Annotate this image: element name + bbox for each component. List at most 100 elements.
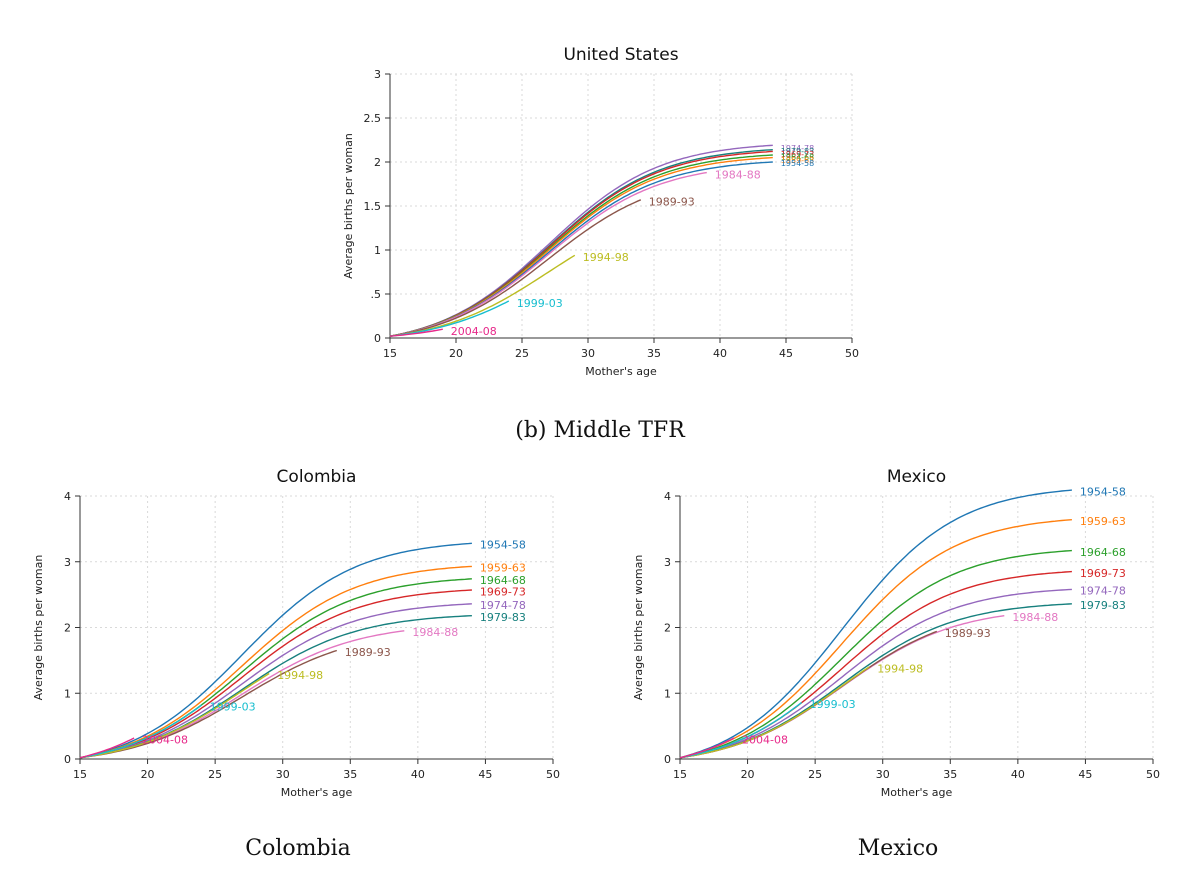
x-axis-label: Mother's age	[881, 786, 953, 799]
y-tick-label: 2	[374, 156, 381, 169]
series-line-1989-93	[79, 649, 338, 759]
series-label-1954-58: 1954-58	[480, 539, 526, 552]
series-label-1999-03: 1999-03	[517, 297, 563, 310]
series-label-1989-93: 1989-93	[649, 196, 695, 209]
section-caption: (b) Middle TFR	[515, 418, 685, 443]
y-tick-label: 2	[64, 622, 71, 635]
y-tick-label: .5	[371, 288, 382, 301]
series-label-1979-83: 1979-83	[1080, 599, 1126, 612]
series-line-1954-58	[389, 161, 773, 337]
series-label-1984-88: 1984-88	[412, 626, 458, 639]
x-tick-label: 20	[449, 347, 463, 360]
x-tick-label: 40	[1011, 768, 1025, 781]
series-label-1989-93: 1989-93	[945, 627, 991, 640]
y-tick-label: 0	[374, 332, 381, 345]
series-label-1994-98: 1994-98	[877, 662, 923, 675]
series-line-2004-08	[679, 737, 735, 759]
series-line-2004-08	[79, 737, 135, 759]
x-tick-label: 35	[647, 347, 661, 360]
x-tick-label: 25	[208, 768, 222, 781]
series-line-1999-03	[79, 704, 203, 759]
x-tick-label: 45	[779, 347, 793, 360]
series-line-1954-58	[79, 542, 472, 759]
y-tick-label: 1	[64, 687, 71, 700]
y-axis-label: Average births per woman	[342, 133, 355, 279]
y-tick-label: 3	[64, 556, 71, 569]
series-label-1979-83: 1979-83	[480, 611, 526, 624]
y-tick-label: 4	[64, 490, 71, 503]
series-label-1959-63: 1959-63	[480, 562, 526, 575]
series-label-1969-73: 1969-73	[781, 150, 814, 159]
series-line-1984-88	[389, 171, 707, 337]
series-label-1994-98: 1994-98	[277, 669, 323, 682]
chart-united-states: United States 15 20 25 30 35 40 45 50 0 .5 1 1.5 2 2.5…	[342, 45, 859, 378]
series-line-1954-58	[679, 489, 1072, 759]
y-tick-label: 1	[374, 244, 381, 257]
series-label-1954-58: 1954-58	[781, 159, 814, 168]
x-tick-label: 35	[943, 768, 957, 781]
x-tick-label: 25	[515, 347, 529, 360]
series-label-1979-83: 1979-83	[781, 147, 814, 156]
x-tick-label: 35	[343, 768, 357, 781]
series-label-1999-03: 1999-03	[810, 698, 856, 711]
x-tick-label: 15	[73, 768, 87, 781]
series-label-1959-63: 1959-63	[1080, 515, 1126, 528]
series-line-2004-08	[389, 328, 443, 337]
x-tick-label: 50	[546, 768, 560, 781]
y-tick-label: 3	[664, 556, 671, 569]
series-label-1964-68: 1964-68	[781, 153, 814, 162]
x-tick-label: 20	[741, 768, 755, 781]
x-tick-label: 50	[1146, 768, 1160, 781]
chart-title: Mexico	[887, 467, 946, 487]
x-tick-label: 15	[383, 347, 397, 360]
x-tick-label: 30	[581, 347, 595, 360]
x-axis-label: Mother's age	[585, 365, 657, 378]
series-label-1994-98: 1994-98	[583, 251, 629, 264]
series-label-1989-93: 1989-93	[345, 646, 391, 659]
y-axis-label: Average births per woman	[32, 555, 45, 701]
x-tick-label: 30	[876, 768, 890, 781]
y-tick-label: 1	[664, 687, 671, 700]
series-line-1959-63	[389, 156, 773, 337]
series-line-1994-98	[79, 672, 270, 759]
series-line-1964-68	[679, 549, 1072, 759]
series-line-1994-98	[679, 666, 870, 759]
y-tick-label: 4	[664, 490, 671, 503]
x-tick-label: 45	[478, 768, 492, 781]
x-tick-label: 15	[673, 768, 687, 781]
series-line-1974-78	[679, 588, 1072, 759]
series-line-1989-93	[389, 199, 642, 337]
y-tick-label: 0	[64, 753, 71, 766]
series-label-1969-73: 1969-73	[480, 585, 526, 598]
series-line-1969-73	[679, 570, 1072, 759]
series-label-2004-08: 2004-08	[451, 325, 497, 338]
series-line-1964-68	[389, 154, 773, 337]
x-tick-label: 20	[141, 768, 155, 781]
series-line-1959-63	[79, 565, 472, 759]
x-tick-label: 45	[1078, 768, 1092, 781]
series-label-2004-08: 2004-08	[142, 733, 188, 746]
x-tick-label: 25	[808, 768, 822, 781]
series-label-1999-03: 1999-03	[210, 700, 256, 713]
series-label-1964-68: 1964-68	[480, 574, 526, 587]
series-label-1984-88: 1984-88	[715, 168, 761, 181]
caption-mexico: Mexico	[857, 836, 939, 861]
y-tick-label: 2	[664, 622, 671, 635]
series-label-1954-58: 1954-58	[1080, 485, 1126, 498]
series-line-1999-03	[679, 701, 803, 759]
y-tick-label: 0	[664, 753, 671, 766]
x-tick-label: 40	[411, 768, 425, 781]
x-tick-label: 30	[276, 768, 290, 781]
series-label-1969-73: 1969-73	[1080, 567, 1126, 580]
chart-title: Colombia	[277, 467, 357, 487]
series-line-1969-73	[79, 589, 472, 759]
series-label-1964-68: 1964-68	[1080, 546, 1126, 559]
series-label-2004-08: 2004-08	[742, 733, 788, 746]
series-label-1974-78: 1974-78	[480, 599, 526, 612]
x-tick-label: 50	[845, 347, 859, 360]
chart-colombia: Colombia 15 20 25 30 35 40 45 50 0 1 2 3 4 Mother's ag…	[32, 467, 560, 799]
y-axis-label: Average births per woman	[632, 555, 645, 701]
series-line-1974-78	[79, 603, 472, 759]
y-tick-label: 1.5	[364, 200, 382, 213]
